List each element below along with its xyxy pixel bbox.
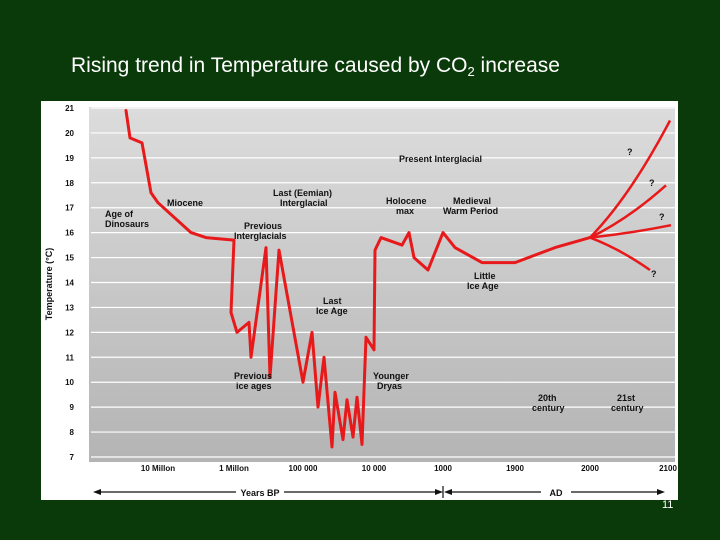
annotation-previous-interglacials: Previous Interglacials [234,221,287,241]
chart-svg: 21 20 19 18 17 16 15 14 13 12 11 10 9 8 7 Temperature … [41,101,678,500]
title-text-end: increase [474,54,560,77]
title-subscript: 2 [467,64,475,79]
annotation-20th-century: 20th century [532,393,565,413]
annotation-eemian: Last (Eemian) Interglacial [273,188,332,208]
y-tick-label: 20 [65,129,74,138]
x-axis-section-bp: Years BP [240,488,279,498]
x-tick-label: 100 000 [289,464,318,473]
x-tick-label: 1000 [434,464,452,473]
annotation-holocene-max: Holocene max [386,196,427,216]
title-text: Rising trend in Temperature caused by CO [71,54,468,77]
scenario-mark-4: ? [651,269,657,279]
annotation-present-interglacial: Present Interglacial [399,154,482,164]
temperature-chart: 21 20 19 18 17 16 15 14 13 12 11 10 9 8 7 Temperature … [41,101,678,500]
y-axis-label: Temperature (°C) [44,248,54,320]
x-tick-label: 1900 [506,464,524,473]
annotation-younger-dryas: Younger Dryas [373,371,409,391]
annotation-previous-ice-ages: Previous ice ages [234,371,272,391]
page-number: 11 [662,499,674,511]
x-axis-section-ad: AD [550,488,563,498]
x-tick-label: 2100 [659,464,677,473]
x-tick-label: 2000 [581,464,599,473]
temperature-curves [124,109,672,449]
temperature-series-line [124,109,592,449]
y-tick-label: 18 [65,179,74,188]
y-tick-label: 10 [65,378,74,387]
plot-area [89,107,675,462]
y-tick-labels: 21 20 19 18 17 16 15 14 13 12 11 10 9 8 7 [65,104,74,462]
scenario-line-3 [589,223,672,239]
scenario-line-2 [589,184,667,239]
slide-title: Rising trend in Temperature caused by CO… [71,54,560,79]
annotation-21st-century: 21st century [611,393,644,413]
x-tick-label: 10 000 [362,464,387,473]
annotations: Present Interglacial Age of Dinosaurs Mio… [105,147,665,413]
x-axis-arrows [93,486,665,498]
y-tick-label: 8 [70,428,75,437]
annotation-last-ice-age: Last Ice Age [316,296,348,316]
y-tick-label: 15 [65,254,74,263]
scenario-mark-2: ? [649,178,655,188]
y-tick-label: 14 [65,279,74,288]
y-tick-label: 19 [65,154,74,163]
y-tick-label: 13 [65,303,74,312]
x-tick-label: 10 Millon [141,464,175,473]
y-tick-label: 9 [70,403,75,412]
y-tick-label: 7 [70,453,75,462]
y-tick-label: 16 [65,229,74,238]
y-tick-label: 12 [65,328,74,337]
y-tick-label: 17 [65,204,74,213]
scenario-mark-1: ? [627,147,633,157]
x-tick-label: 1 Millon [219,464,249,473]
x-tick-labels: 10 Millon 1 Millon 100 000 10 000 1000 1900 20… [141,464,678,473]
annotation-age-of-dinosaurs: Age of Dinosaurs [105,209,149,229]
annotation-miocene: Miocene [167,198,203,208]
scenario-line-4 [589,236,651,272]
annotation-little-ice-age: Little Ice Age [467,271,499,291]
y-tick-label: 21 [65,104,74,113]
scenario-mark-3: ? [659,212,665,222]
scenario-line-1 [589,119,672,239]
y-tick-label: 11 [66,353,75,362]
annotation-medieval-warm-period: Medieval Warm Period [443,196,498,216]
grid [91,107,675,458]
